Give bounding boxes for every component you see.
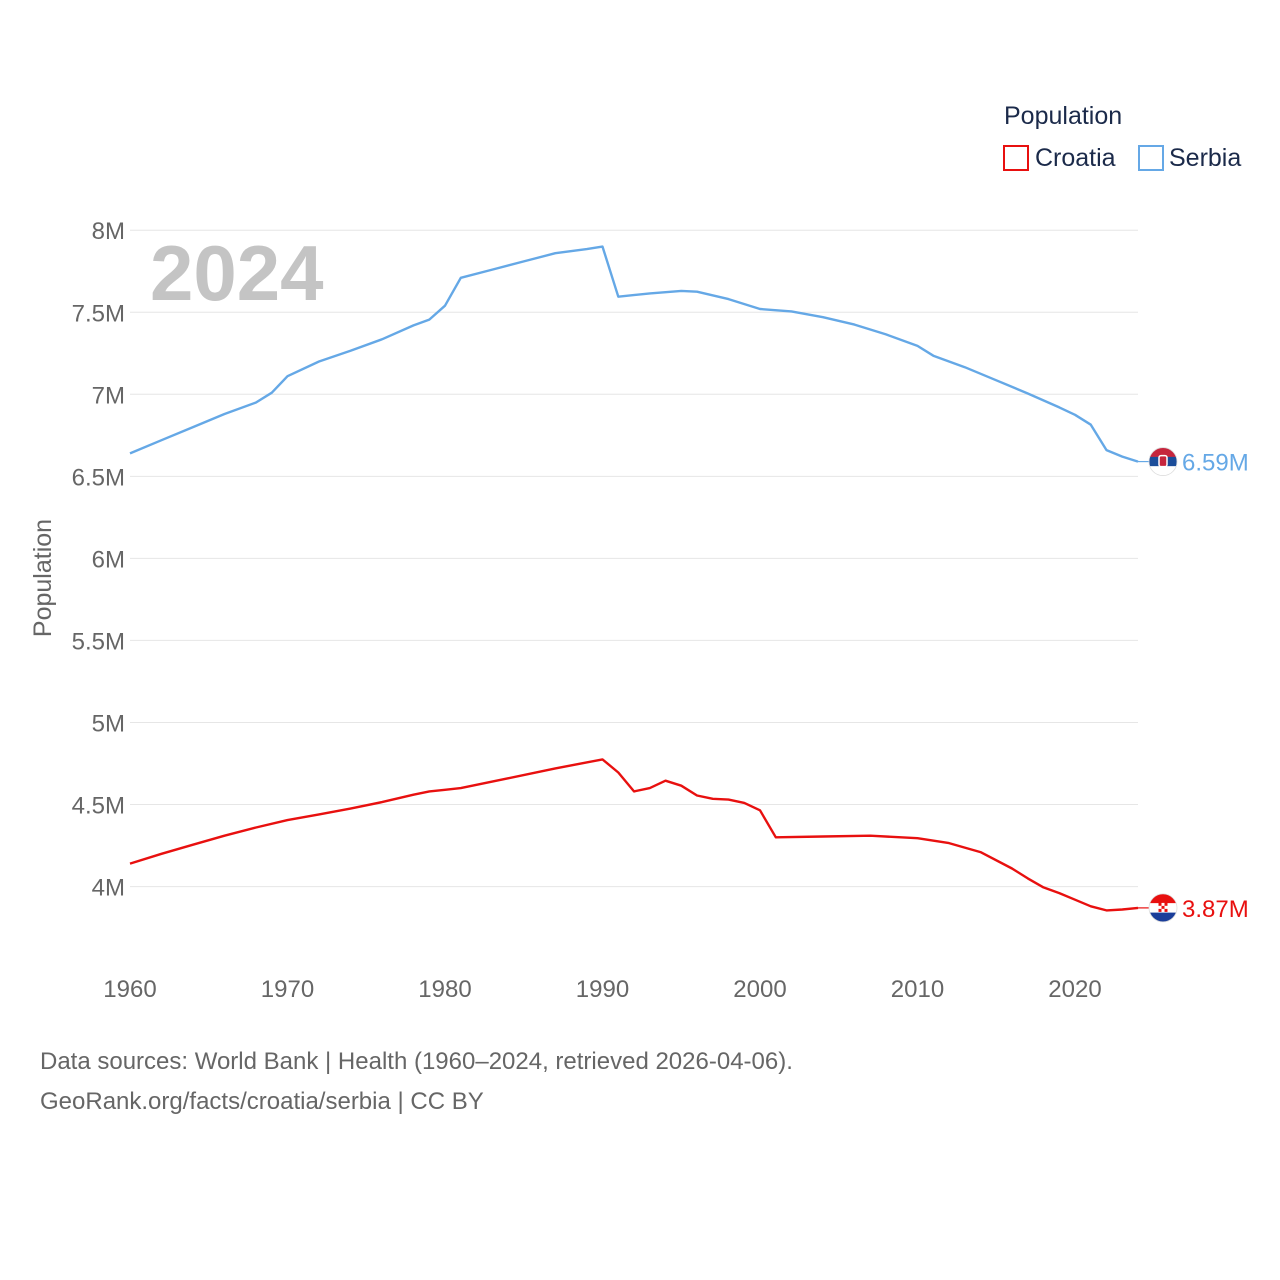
legend-label-croatia: Croatia (1035, 144, 1116, 172)
serbia-flag-icon (1148, 447, 1178, 476)
x-tick-label: 1980 (418, 976, 471, 1003)
y-tick-label: 7M (92, 382, 125, 409)
series-line-croatia[interactable] (129, 758, 1139, 912)
x-tick-label: 2000 (733, 976, 786, 1003)
y-tick-label: 5.5M (72, 628, 125, 655)
x-tick-label: 1960 (103, 976, 156, 1003)
croatia-flag-icon (1148, 893, 1178, 923)
x-tick-label: 2020 (1048, 976, 1101, 1003)
legend-title: Population (1004, 102, 1122, 130)
legend-swatch-serbia (1138, 145, 1164, 171)
end-value-label-croatia: 3.87M (1182, 896, 1249, 923)
legend-item-serbia[interactable]: Serbia (1138, 144, 1241, 172)
y-axis-tick-labels: 4M 4.5M 5M 5.5M 6M 6.5M 7M 7.5M 8M (72, 218, 125, 901)
y-tick-label: 5M (92, 710, 125, 737)
y-axis-title: Population (29, 519, 57, 637)
y-tick-label: 8M (92, 218, 125, 245)
y-tick-label: 7.5M (72, 300, 125, 327)
footer-link[interactable]: GeoRank.org/facts/croatia/serbia | CC BY (40, 1088, 484, 1115)
end-value-label-serbia: 6.59M (1182, 450, 1249, 477)
x-tick-label: 1970 (261, 976, 314, 1003)
x-axis-tick-labels: 1960 1970 1980 1990 2000 2010 2020 (103, 976, 1101, 1003)
series-lines (129, 245, 1139, 912)
gridlines (130, 229, 1138, 888)
y-tick-label: 4M (92, 875, 125, 902)
x-tick-label: 2010 (891, 976, 944, 1003)
x-tick-label: 1990 (576, 976, 629, 1003)
series-line-serbia[interactable] (129, 245, 1139, 463)
y-tick-label: 6M (92, 546, 125, 573)
series-end-markers: 3.87M 6.59M (1138, 447, 1249, 923)
legend: Population Croatia Serbia (1003, 102, 1241, 172)
legend-label-serbia: Serbia (1169, 144, 1241, 172)
legend-swatch-croatia (1003, 145, 1029, 171)
y-tick-label: 4.5M (72, 793, 125, 820)
footer-sources: Data sources: World Bank | Health (1960–… (40, 1048, 793, 1075)
year-watermark: 2024 (150, 229, 324, 317)
footer: Data sources: World Bank | Health (1960–… (40, 1042, 793, 1122)
y-tick-label: 6.5M (72, 464, 125, 491)
legend-item-croatia[interactable]: Croatia (1003, 144, 1116, 172)
